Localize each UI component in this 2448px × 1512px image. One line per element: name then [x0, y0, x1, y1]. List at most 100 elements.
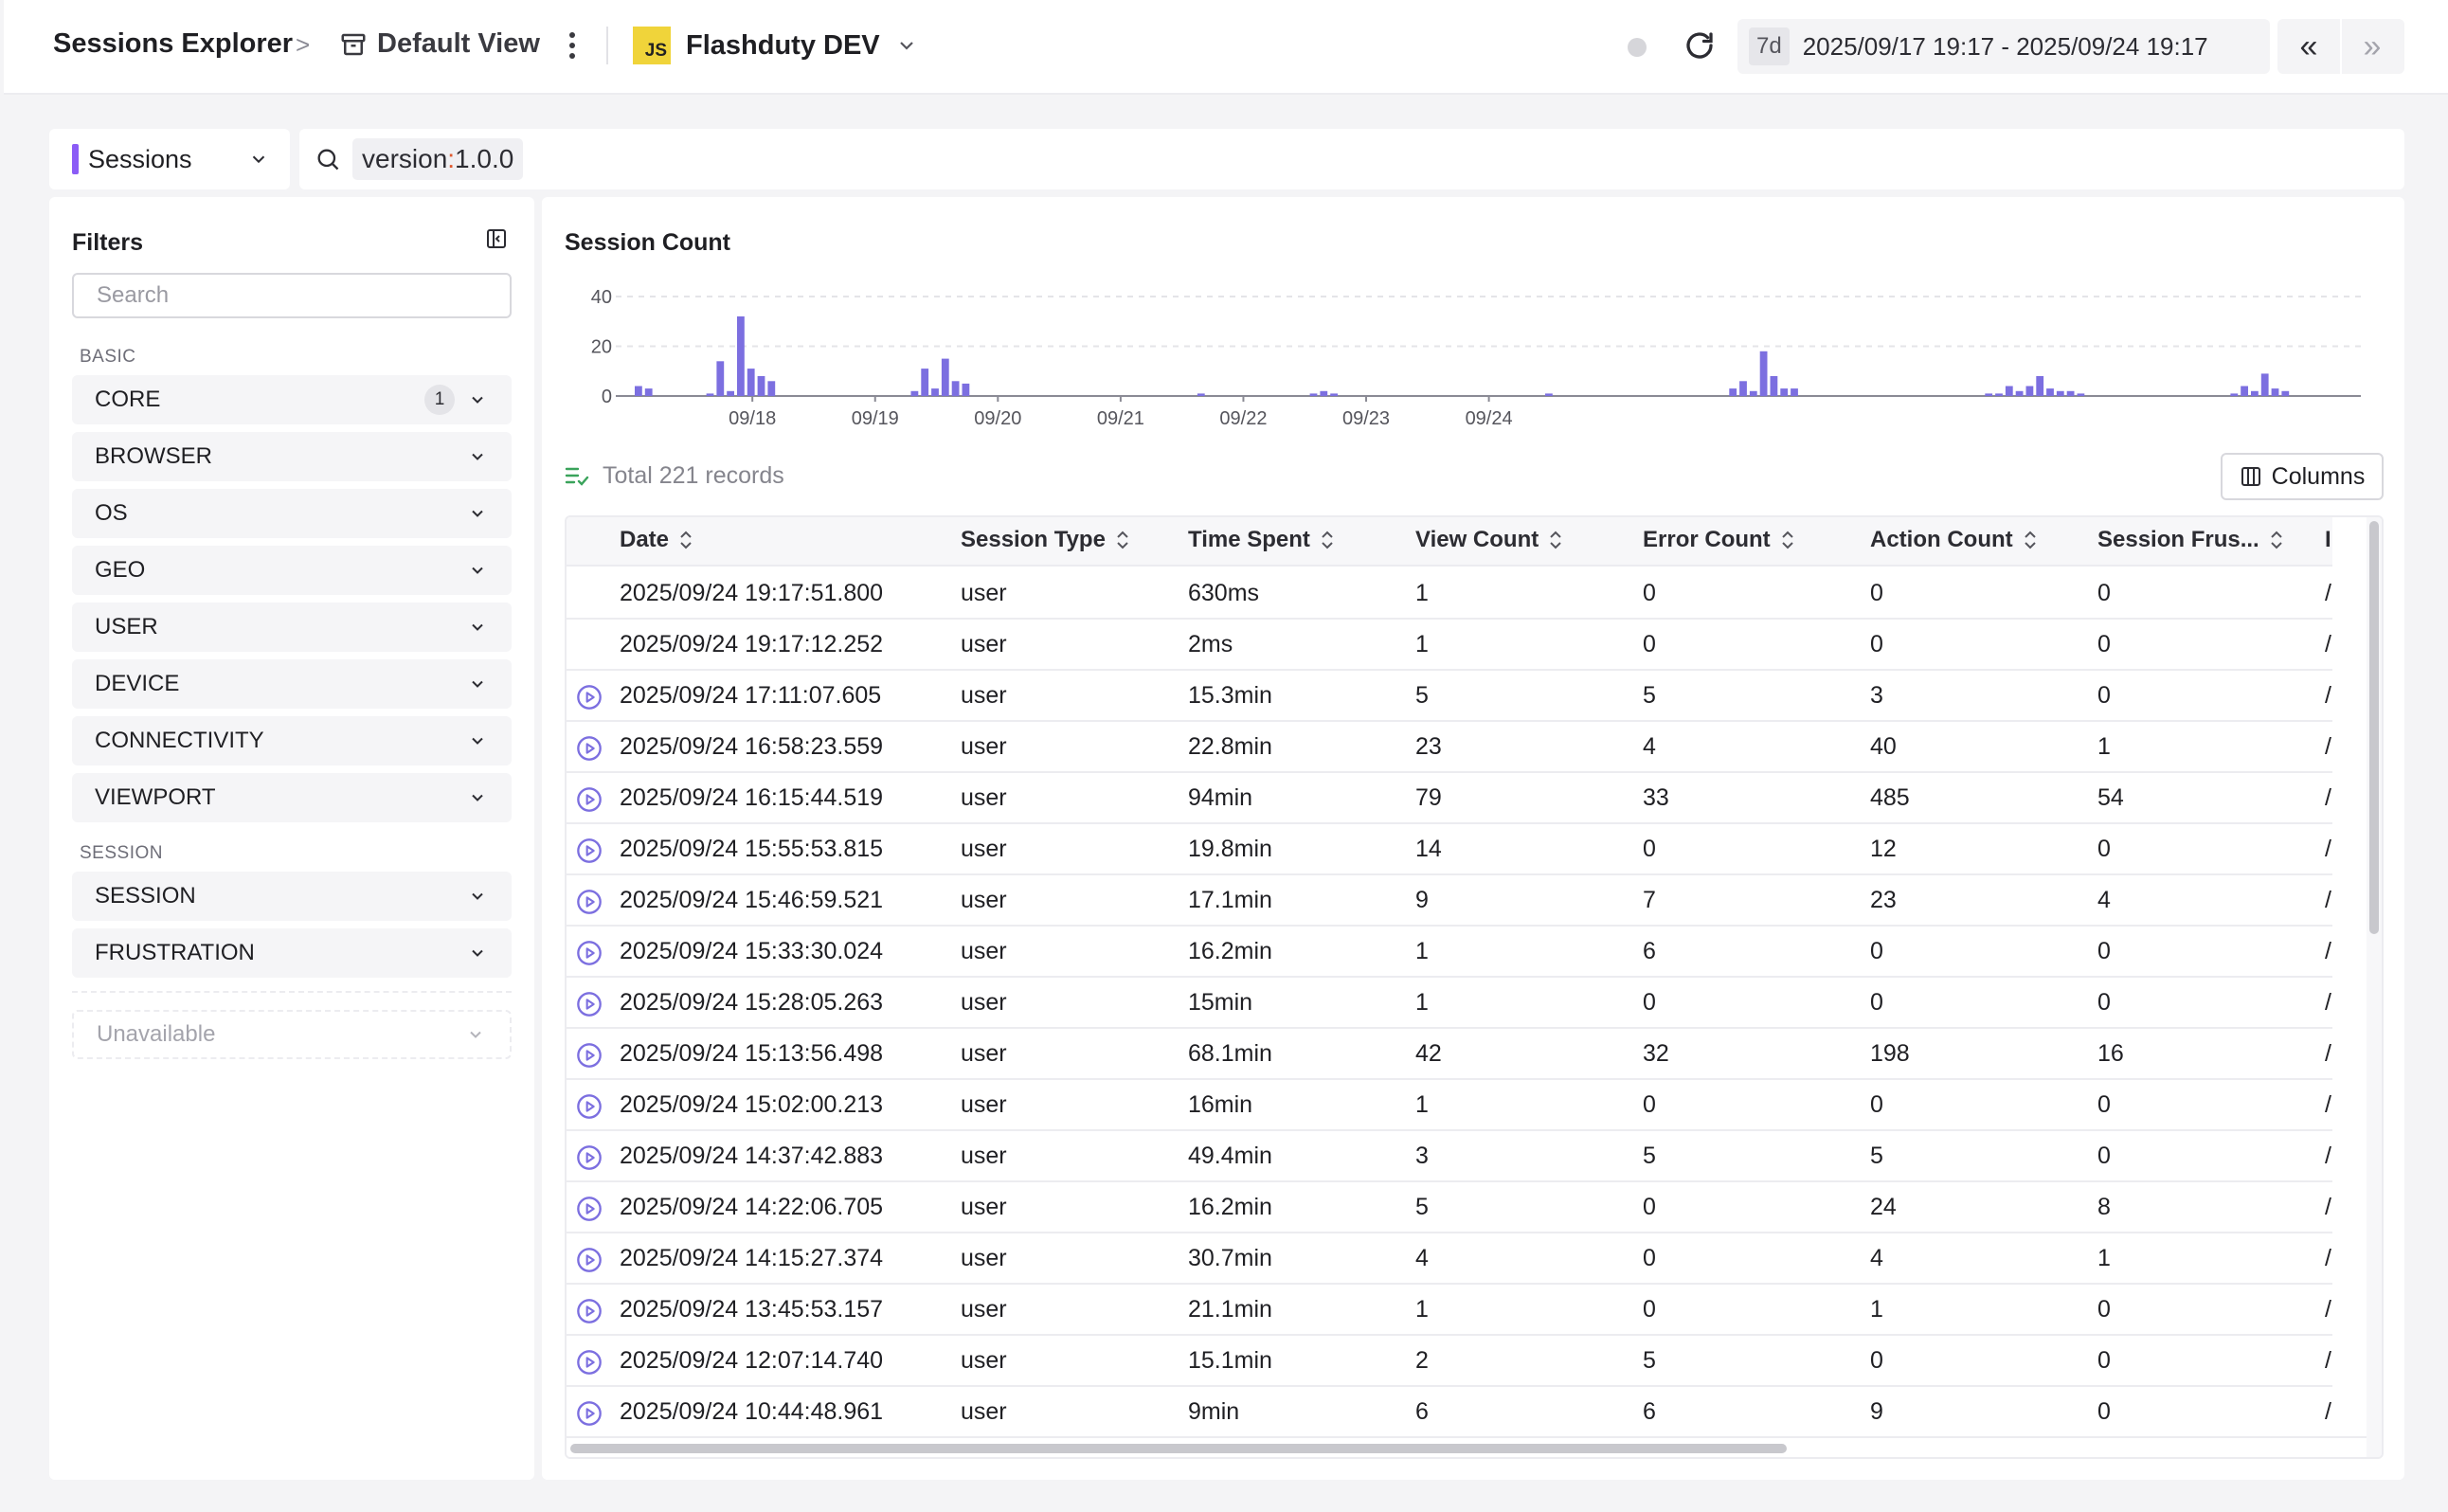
chart-bar[interactable]	[2241, 386, 2248, 397]
chart-bar[interactable]	[747, 369, 755, 396]
chart-bar[interactable]	[931, 388, 939, 396]
facet-unavailable[interactable]: Unavailable	[72, 1010, 512, 1059]
chart-bar[interactable]	[1995, 393, 2003, 396]
chart-bar[interactable]	[2260, 373, 2269, 396]
view-more-menu-icon[interactable]	[563, 27, 582, 64]
live-status-icon[interactable]	[1628, 38, 1647, 57]
chart-bar[interactable]	[2015, 390, 2024, 397]
data-source-select[interactable]: Sessions	[49, 129, 290, 189]
header-session-frustration[interactable]: Session Frus...	[2097, 527, 2284, 553]
sort-icon[interactable]	[678, 530, 693, 550]
play-replay-icon[interactable]	[576, 1196, 603, 1222]
chart-bar[interactable]	[2036, 376, 2044, 396]
chart-bar[interactable]	[2025, 386, 2034, 397]
table-row[interactable]: 2025/09/24 12:07:14.740user15.1min2500/c…	[567, 1336, 2369, 1387]
play-replay-icon[interactable]	[576, 991, 603, 1017]
table-row[interactable]: 2025/09/24 15:02:00.213user16min1000/inc…	[567, 1080, 2367, 1131]
play-replay-icon[interactable]	[576, 1247, 603, 1273]
play-replay-icon[interactable]	[576, 889, 603, 915]
table-row[interactable]: 2025/09/24 15:46:59.521user17.1min97234/…	[567, 875, 2367, 927]
sort-icon[interactable]	[1115, 530, 1130, 550]
chart-bar[interactable]	[2046, 388, 2054, 396]
chart-bar[interactable]	[910, 390, 919, 397]
chart-bar[interactable]	[1320, 390, 1328, 397]
chart-bar[interactable]	[2251, 390, 2259, 397]
table-row[interactable]: 2025/09/24 15:33:30.024user16.2min1600/i…	[567, 927, 2367, 978]
chart-bar[interactable]	[2066, 390, 2075, 397]
collapse-sidebar-icon[interactable]	[485, 227, 508, 250]
play-replay-icon[interactable]	[576, 1093, 603, 1120]
header-error-count[interactable]: Error Count	[1643, 527, 1795, 553]
facet-viewport[interactable]: VIEWPORT	[72, 773, 512, 822]
play-replay-icon[interactable]	[576, 1298, 603, 1324]
app-selector[interactable]: JS Flashduty DEV	[633, 27, 918, 64]
vertical-scroll-thumb[interactable]	[2369, 521, 2379, 934]
sort-icon[interactable]	[2269, 530, 2284, 550]
play-replay-icon[interactable]	[576, 1144, 603, 1171]
facet-user[interactable]: USER	[72, 603, 512, 652]
table-row[interactable]: 2025/09/24 10:44:48.961 user 9min 6 6 9 0 /	[567, 1387, 2367, 1438]
header-session-type[interactable]: Session Type	[961, 527, 1130, 553]
table-row[interactable]: 2025/09/24 15:13:56.498 user 68.1min 42 32 19…	[567, 1029, 2367, 1080]
chart-bar[interactable]	[1330, 393, 1338, 396]
table-row[interactable]: 2025/09/24 16:58:23.559 user 22.8min 23 4 40 1…	[567, 722, 2371, 773]
chart-bar[interactable]	[951, 381, 960, 397]
header-date[interactable]: Date	[620, 527, 693, 553]
table-row[interactable]: 2025/09/24 15:55:53.815 user 19.8min 14 0 12 0…	[567, 824, 2369, 875]
play-replay-icon[interactable]	[576, 684, 603, 711]
time-next-button[interactable]: »	[2340, 19, 2403, 74]
play-replay-icon[interactable]	[576, 940, 603, 966]
columns-button[interactable]: Columns	[2221, 453, 2384, 500]
play-replay-icon[interactable]	[576, 1400, 603, 1427]
chart-bar[interactable]	[1739, 381, 1747, 397]
chart-bar[interactable]	[2005, 386, 2013, 397]
chart-bar[interactable]	[716, 361, 725, 397]
play-replay-icon[interactable]	[576, 786, 603, 813]
sort-icon[interactable]	[1548, 530, 1563, 550]
table-row[interactable]: 2025/09/24 14:22:06.705user16.2min50248/…	[567, 1182, 2369, 1233]
sort-icon[interactable]	[1780, 530, 1795, 550]
facet-device[interactable]: DEVICE	[72, 659, 512, 709]
play-replay-icon[interactable]	[576, 837, 603, 864]
facet-geo[interactable]: GEO	[72, 546, 512, 595]
chart-bar[interactable]	[2077, 393, 2085, 396]
table-row[interactable]: 2025/09/24 14:15:27.374user30.7min4041/o…	[567, 1233, 2369, 1285]
chart-bar[interactable]	[1309, 393, 1318, 396]
facet-session[interactable]: SESSION	[72, 872, 512, 921]
chart-bar[interactable]	[644, 388, 653, 396]
header-action-count[interactable]: Action Count	[1870, 527, 2038, 553]
table-row[interactable]: 2025/09/24 14:37:42.883 user 49.4min 3 5 5 0 /	[567, 1131, 2367, 1182]
chart-bar[interactable]	[706, 393, 714, 396]
chart-bar[interactable]	[1749, 390, 1757, 397]
sort-icon[interactable]	[2023, 530, 2038, 550]
chart-bar[interactable]	[1545, 393, 1553, 396]
chart-bar[interactable]	[2271, 388, 2279, 396]
chart-bar[interactable]	[767, 381, 776, 397]
chart-bar[interactable]	[1759, 351, 1768, 397]
horizontal-scrollbar[interactable]	[567, 1438, 2367, 1457]
query-token[interactable]: version:1.0.0	[352, 138, 524, 180]
refresh-icon[interactable]	[1683, 28, 1717, 63]
chart-bar[interactable]	[757, 376, 765, 396]
facet-connectivity[interactable]: CONNECTIVITY	[72, 716, 512, 765]
vertical-scrollbar[interactable]	[2367, 517, 2382, 1457]
chart-bar[interactable]	[941, 358, 949, 396]
facet-os[interactable]: OS	[72, 489, 512, 538]
chart-bar[interactable]	[2056, 390, 2064, 397]
facet-frustration[interactable]: FRUSTRATION	[72, 928, 512, 978]
header-view-count[interactable]: View Count	[1415, 527, 1563, 553]
chart-bar[interactable]	[727, 390, 734, 397]
chart-bar[interactable]	[1770, 376, 1778, 396]
chart-bar[interactable]	[737, 316, 745, 396]
chart-bar[interactable]	[2281, 390, 2290, 397]
chart-bar[interactable]	[1780, 388, 1789, 396]
table-row[interactable]: 2025/09/24 13:45:53.157user21.1min1010/o…	[567, 1285, 2369, 1336]
chart-bar[interactable]	[1791, 388, 1798, 396]
header-time-spent[interactable]: Time Spent	[1188, 527, 1335, 553]
chart-bar[interactable]	[1197, 393, 1205, 396]
page-title[interactable]: Sessions Explorer	[53, 28, 294, 59]
facet-browser[interactable]: BROWSER	[72, 432, 512, 481]
filter-search-input[interactable]	[72, 273, 512, 318]
